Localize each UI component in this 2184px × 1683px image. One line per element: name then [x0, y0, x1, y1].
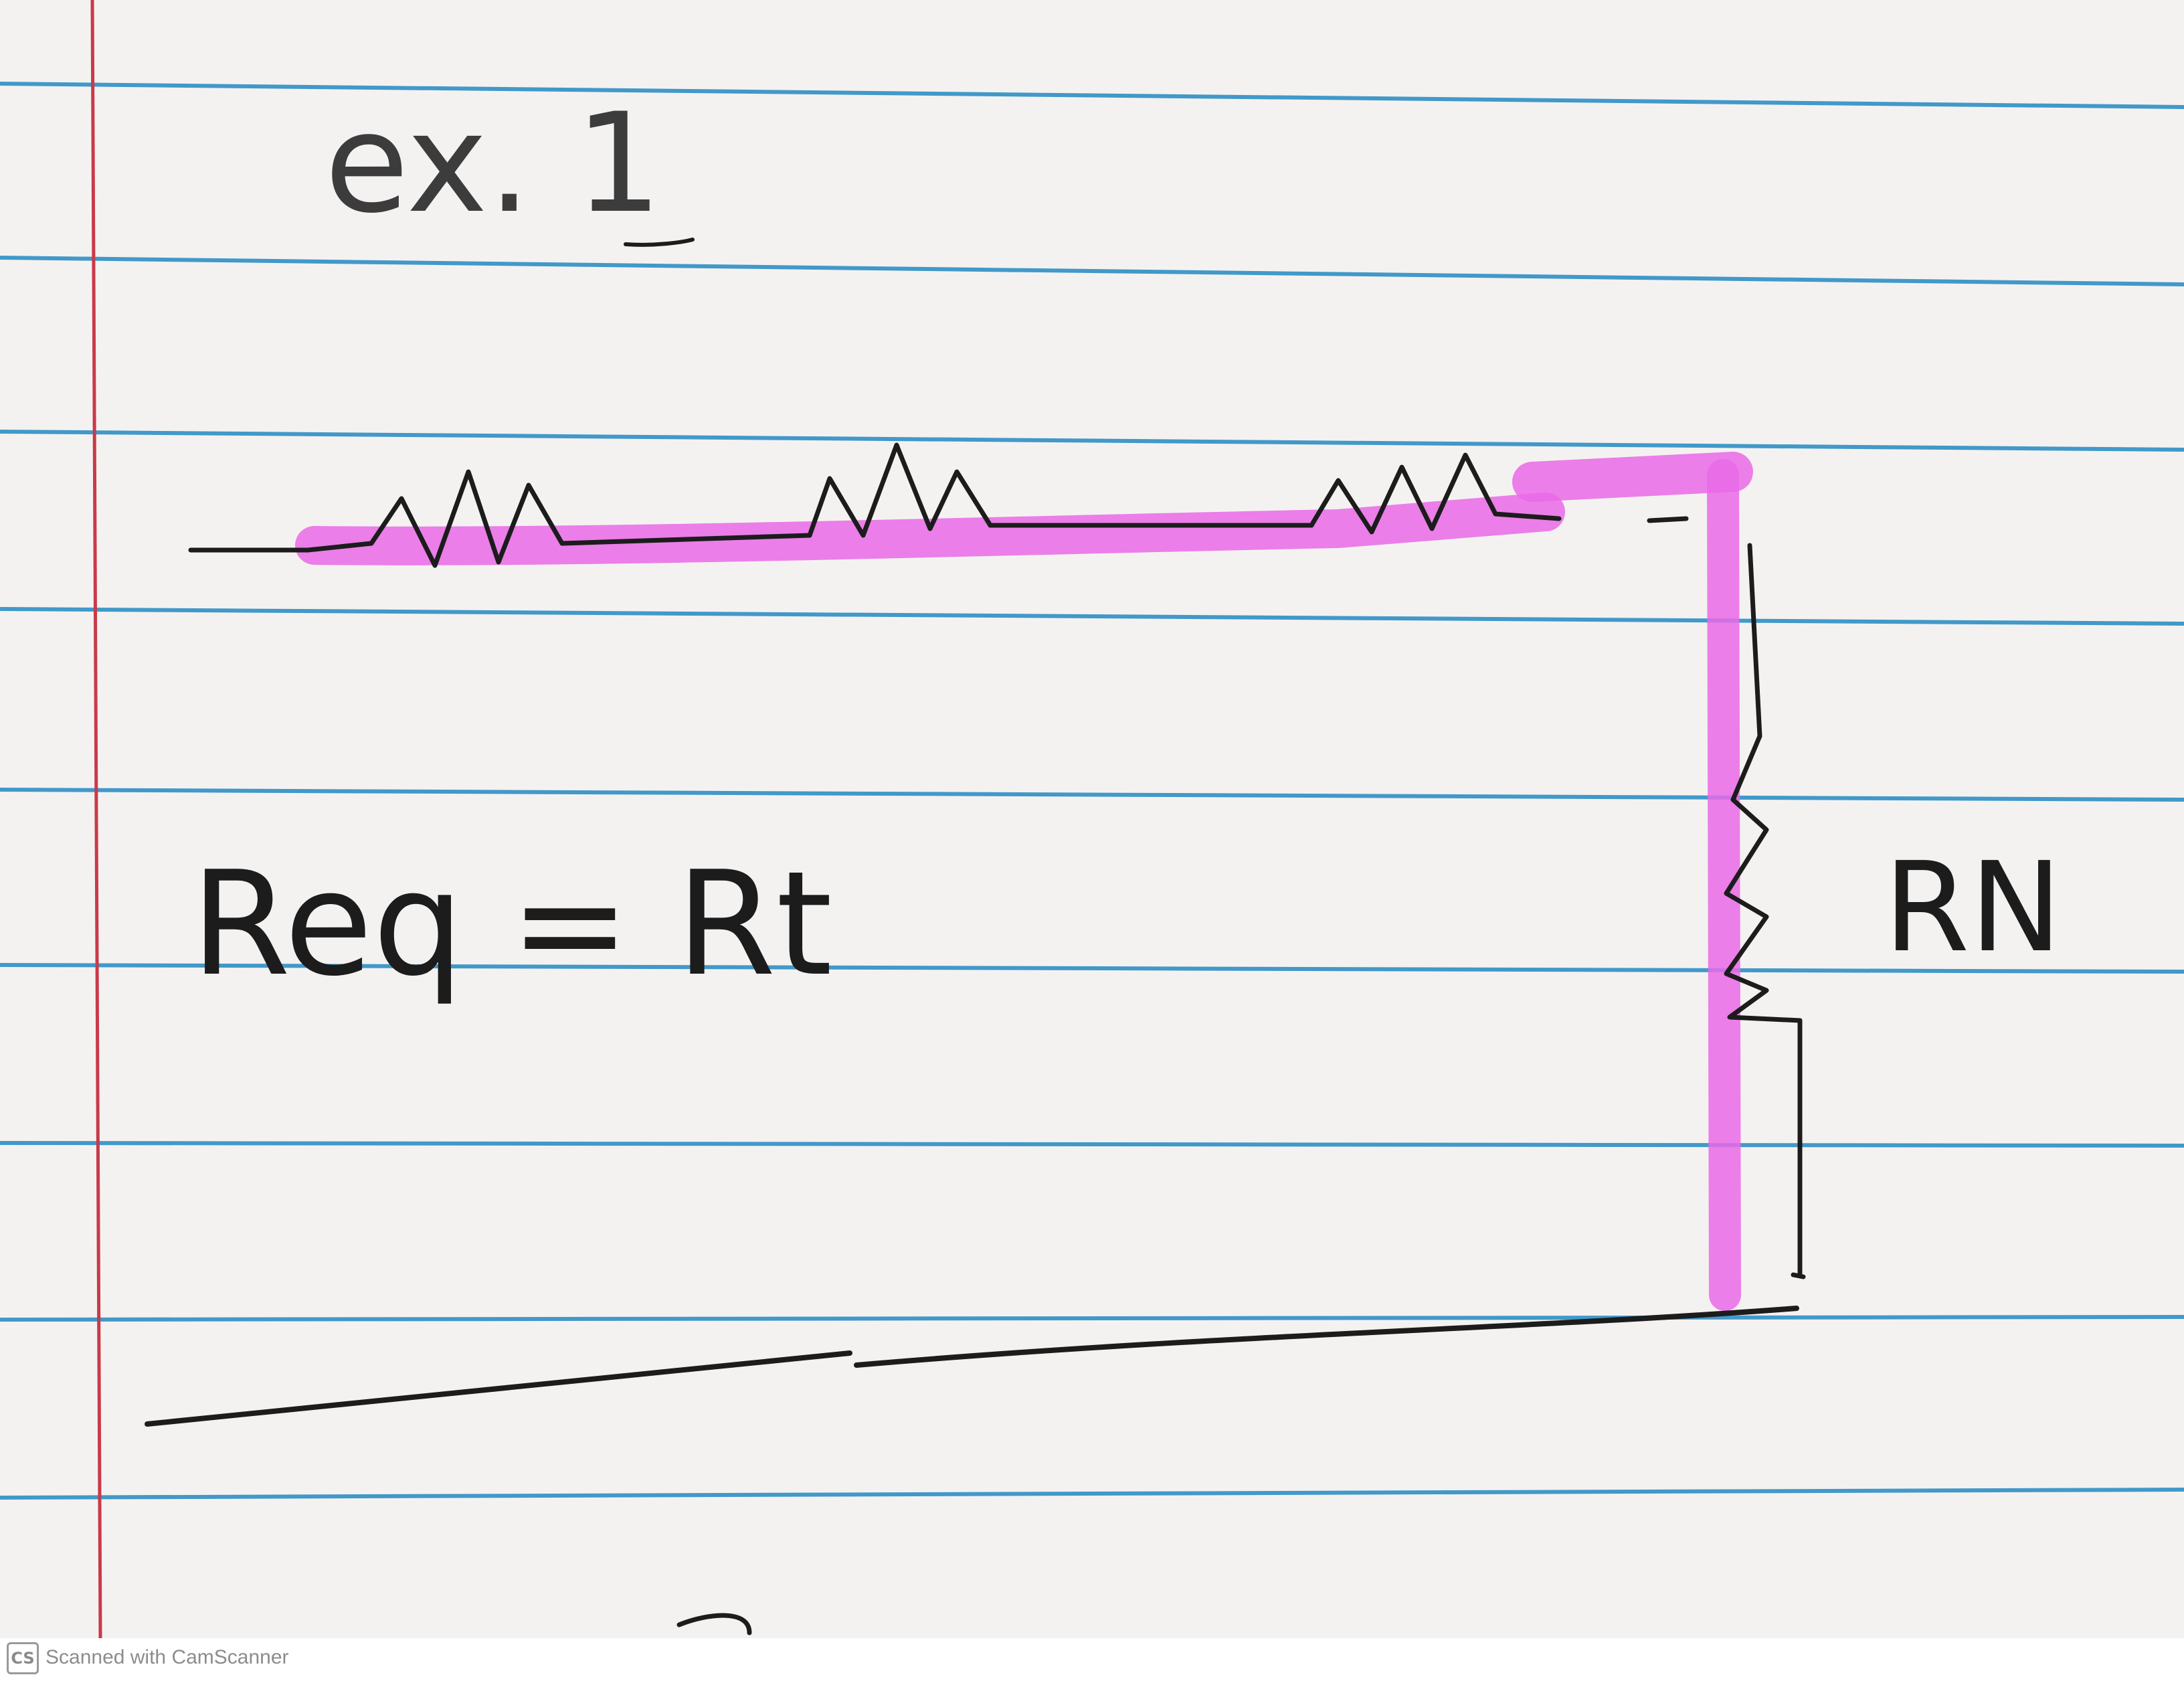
- resistor-3: [1309, 452, 1562, 535]
- scanner-footer: CS Scanned with CamScanner: [0, 1638, 2184, 1683]
- right-wire-with-resistor: [1724, 543, 1806, 1279]
- equation-text: Req = Rt: [191, 840, 832, 1008]
- heading-underline: [624, 238, 695, 247]
- notebook-paper: ex. 1 Req = Rt RN: [0, 0, 2184, 1638]
- ruled-lines: [0, 82, 2184, 1500]
- top-wire-with-resistors: [188, 442, 1689, 568]
- resistor-2: [807, 442, 993, 538]
- heading-text: ex. 1: [325, 84, 662, 244]
- resistor-1: [369, 469, 565, 568]
- scanner-watermark-text: Scanned with CamScanner: [46, 1646, 289, 1668]
- partial-mark: [676, 1613, 752, 1635]
- margin-line: [90, 0, 102, 1638]
- circuit-diagram: ex. 1 Req = Rt RN: [0, 0, 2184, 1638]
- bottom-wire: [145, 1306, 1799, 1427]
- highlighter-path: [295, 452, 1753, 1311]
- camscanner-logo-icon: CS: [7, 1642, 39, 1674]
- resistor-label: RN: [1884, 835, 2062, 980]
- resistor-rn: [1724, 733, 1803, 1023]
